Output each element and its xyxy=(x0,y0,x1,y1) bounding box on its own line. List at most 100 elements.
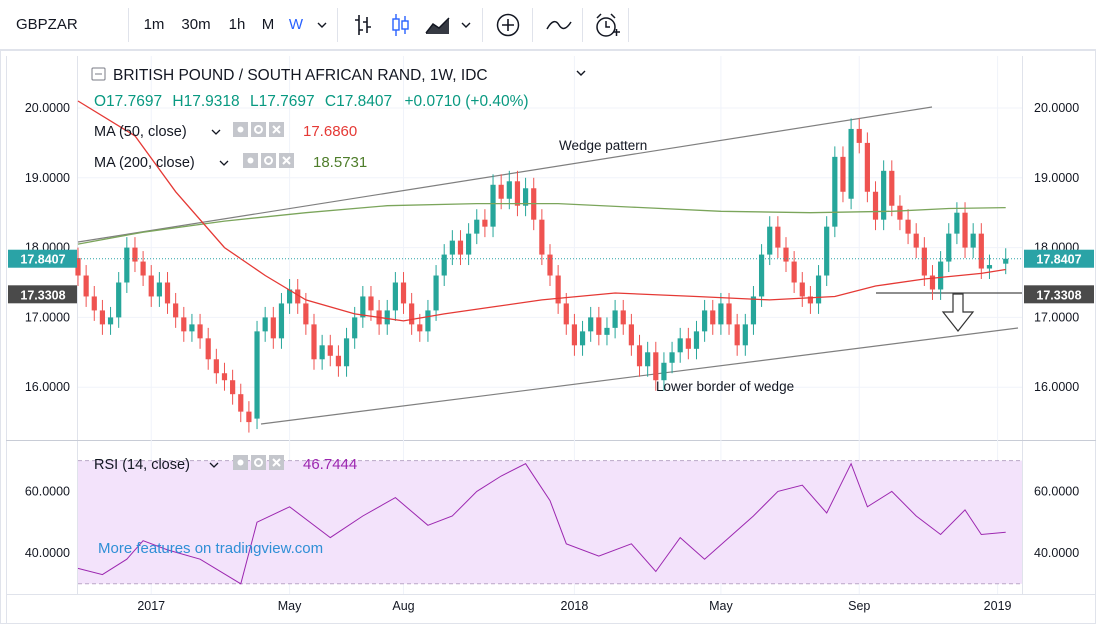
candle[interactable] xyxy=(116,282,122,318)
chevron-down-icon[interactable] xyxy=(211,129,221,135)
candle[interactable] xyxy=(278,303,285,339)
interval-30m-button[interactable]: 30m xyxy=(181,16,211,33)
candle[interactable] xyxy=(775,226,781,248)
candle[interactable] xyxy=(197,324,203,339)
candle[interactable] xyxy=(954,212,960,234)
candle[interactable] xyxy=(368,296,374,311)
chevron-down-icon[interactable] xyxy=(460,18,472,36)
candle[interactable] xyxy=(335,355,342,367)
candle[interactable] xyxy=(702,310,708,332)
candle[interactable] xyxy=(498,184,504,199)
candle[interactable] xyxy=(661,362,667,381)
candle[interactable] xyxy=(213,359,219,374)
candle[interactable] xyxy=(881,170,887,220)
last-price-marker[interactable] xyxy=(1024,249,1094,268)
candle[interactable] xyxy=(156,282,162,297)
candle[interactable] xyxy=(604,327,610,335)
candle[interactable] xyxy=(1003,258,1009,264)
candle[interactable] xyxy=(571,324,578,346)
candle[interactable] xyxy=(783,247,789,262)
candle[interactable] xyxy=(929,275,936,290)
candle[interactable] xyxy=(360,296,366,318)
ma50-line[interactable] xyxy=(77,100,1006,322)
candle[interactable] xyxy=(718,303,724,325)
candle[interactable] xyxy=(457,240,464,255)
candle[interactable] xyxy=(734,324,740,346)
candle[interactable] xyxy=(905,219,911,234)
candle[interactable] xyxy=(588,317,594,332)
candle[interactable] xyxy=(441,254,447,276)
candle[interactable] xyxy=(400,282,407,304)
candle[interactable] xyxy=(425,310,431,332)
support-level-marker[interactable] xyxy=(8,285,77,304)
candle[interactable] xyxy=(352,317,358,339)
candle[interactable] xyxy=(677,338,683,353)
candle[interactable] xyxy=(750,296,757,325)
candle[interactable] xyxy=(645,352,651,367)
candle[interactable] xyxy=(791,261,797,283)
candle[interactable] xyxy=(148,275,154,297)
ma50-label[interactable]: MA (50, close) xyxy=(94,124,187,140)
candle[interactable] xyxy=(596,317,602,335)
gear-icon[interactable] xyxy=(251,122,266,137)
gear-icon[interactable] xyxy=(251,455,266,470)
candle[interactable] xyxy=(758,254,765,297)
candle[interactable] xyxy=(563,303,569,325)
candle[interactable] xyxy=(612,310,618,328)
chevron-down-icon[interactable] xyxy=(576,70,586,76)
candle[interactable] xyxy=(620,310,626,325)
gear-icon[interactable] xyxy=(261,153,276,168)
candle[interactable] xyxy=(230,380,236,395)
candle[interactable] xyxy=(889,170,895,206)
candle[interactable] xyxy=(205,338,211,360)
candle[interactable] xyxy=(986,265,993,269)
chevron-down-icon[interactable] xyxy=(316,18,328,36)
candle[interactable] xyxy=(254,331,260,419)
candle[interactable] xyxy=(522,188,529,206)
candle[interactable] xyxy=(303,303,309,325)
candle[interactable] xyxy=(514,181,521,206)
candle[interactable] xyxy=(490,184,496,227)
bar-style-icon[interactable] xyxy=(352,12,374,43)
area-style-icon[interactable] xyxy=(424,12,452,43)
candle[interactable] xyxy=(474,219,480,234)
candle[interactable] xyxy=(848,128,854,199)
candle[interactable] xyxy=(913,233,919,248)
candle[interactable] xyxy=(710,310,716,325)
candle[interactable] xyxy=(384,310,390,325)
candle[interactable] xyxy=(246,411,252,423)
candle[interactable] xyxy=(270,317,276,339)
candle[interactable] xyxy=(286,289,293,304)
candle[interactable] xyxy=(636,345,643,367)
candle[interactable] xyxy=(124,247,130,283)
candle[interactable] xyxy=(262,317,268,332)
candle[interactable] xyxy=(685,338,691,349)
candle[interactable] xyxy=(173,303,179,318)
candle[interactable] xyxy=(824,226,830,276)
candle[interactable] xyxy=(807,296,814,304)
candle[interactable] xyxy=(295,289,301,304)
candle[interactable] xyxy=(799,282,805,297)
candle[interactable] xyxy=(628,324,634,346)
candle[interactable] xyxy=(221,373,228,381)
candle[interactable] xyxy=(938,261,944,290)
rsi-line[interactable] xyxy=(77,462,1006,585)
candle[interactable] xyxy=(132,247,138,262)
candle[interactable] xyxy=(897,205,903,220)
candle[interactable] xyxy=(91,296,97,311)
candle[interactable] xyxy=(921,247,927,276)
interval-1h-button[interactable]: 1h xyxy=(228,16,246,33)
candle[interactable] xyxy=(449,240,455,255)
candle[interactable] xyxy=(579,331,586,346)
add-indicator-icon[interactable] xyxy=(495,12,521,43)
candle[interactable] xyxy=(970,233,976,248)
candle[interactable] xyxy=(767,226,773,255)
candle[interactable] xyxy=(506,181,512,199)
candle[interactable] xyxy=(189,324,195,332)
candle[interactable] xyxy=(742,324,748,346)
lower-border-label[interactable]: Lower border of wedge xyxy=(656,379,794,394)
candle[interactable] xyxy=(482,219,488,227)
rsi-axis[interactable]: 40.0000 40.0000 60.0000 60.0000 xyxy=(25,484,1079,560)
candle[interactable] xyxy=(311,324,317,360)
candle[interactable] xyxy=(946,233,952,262)
